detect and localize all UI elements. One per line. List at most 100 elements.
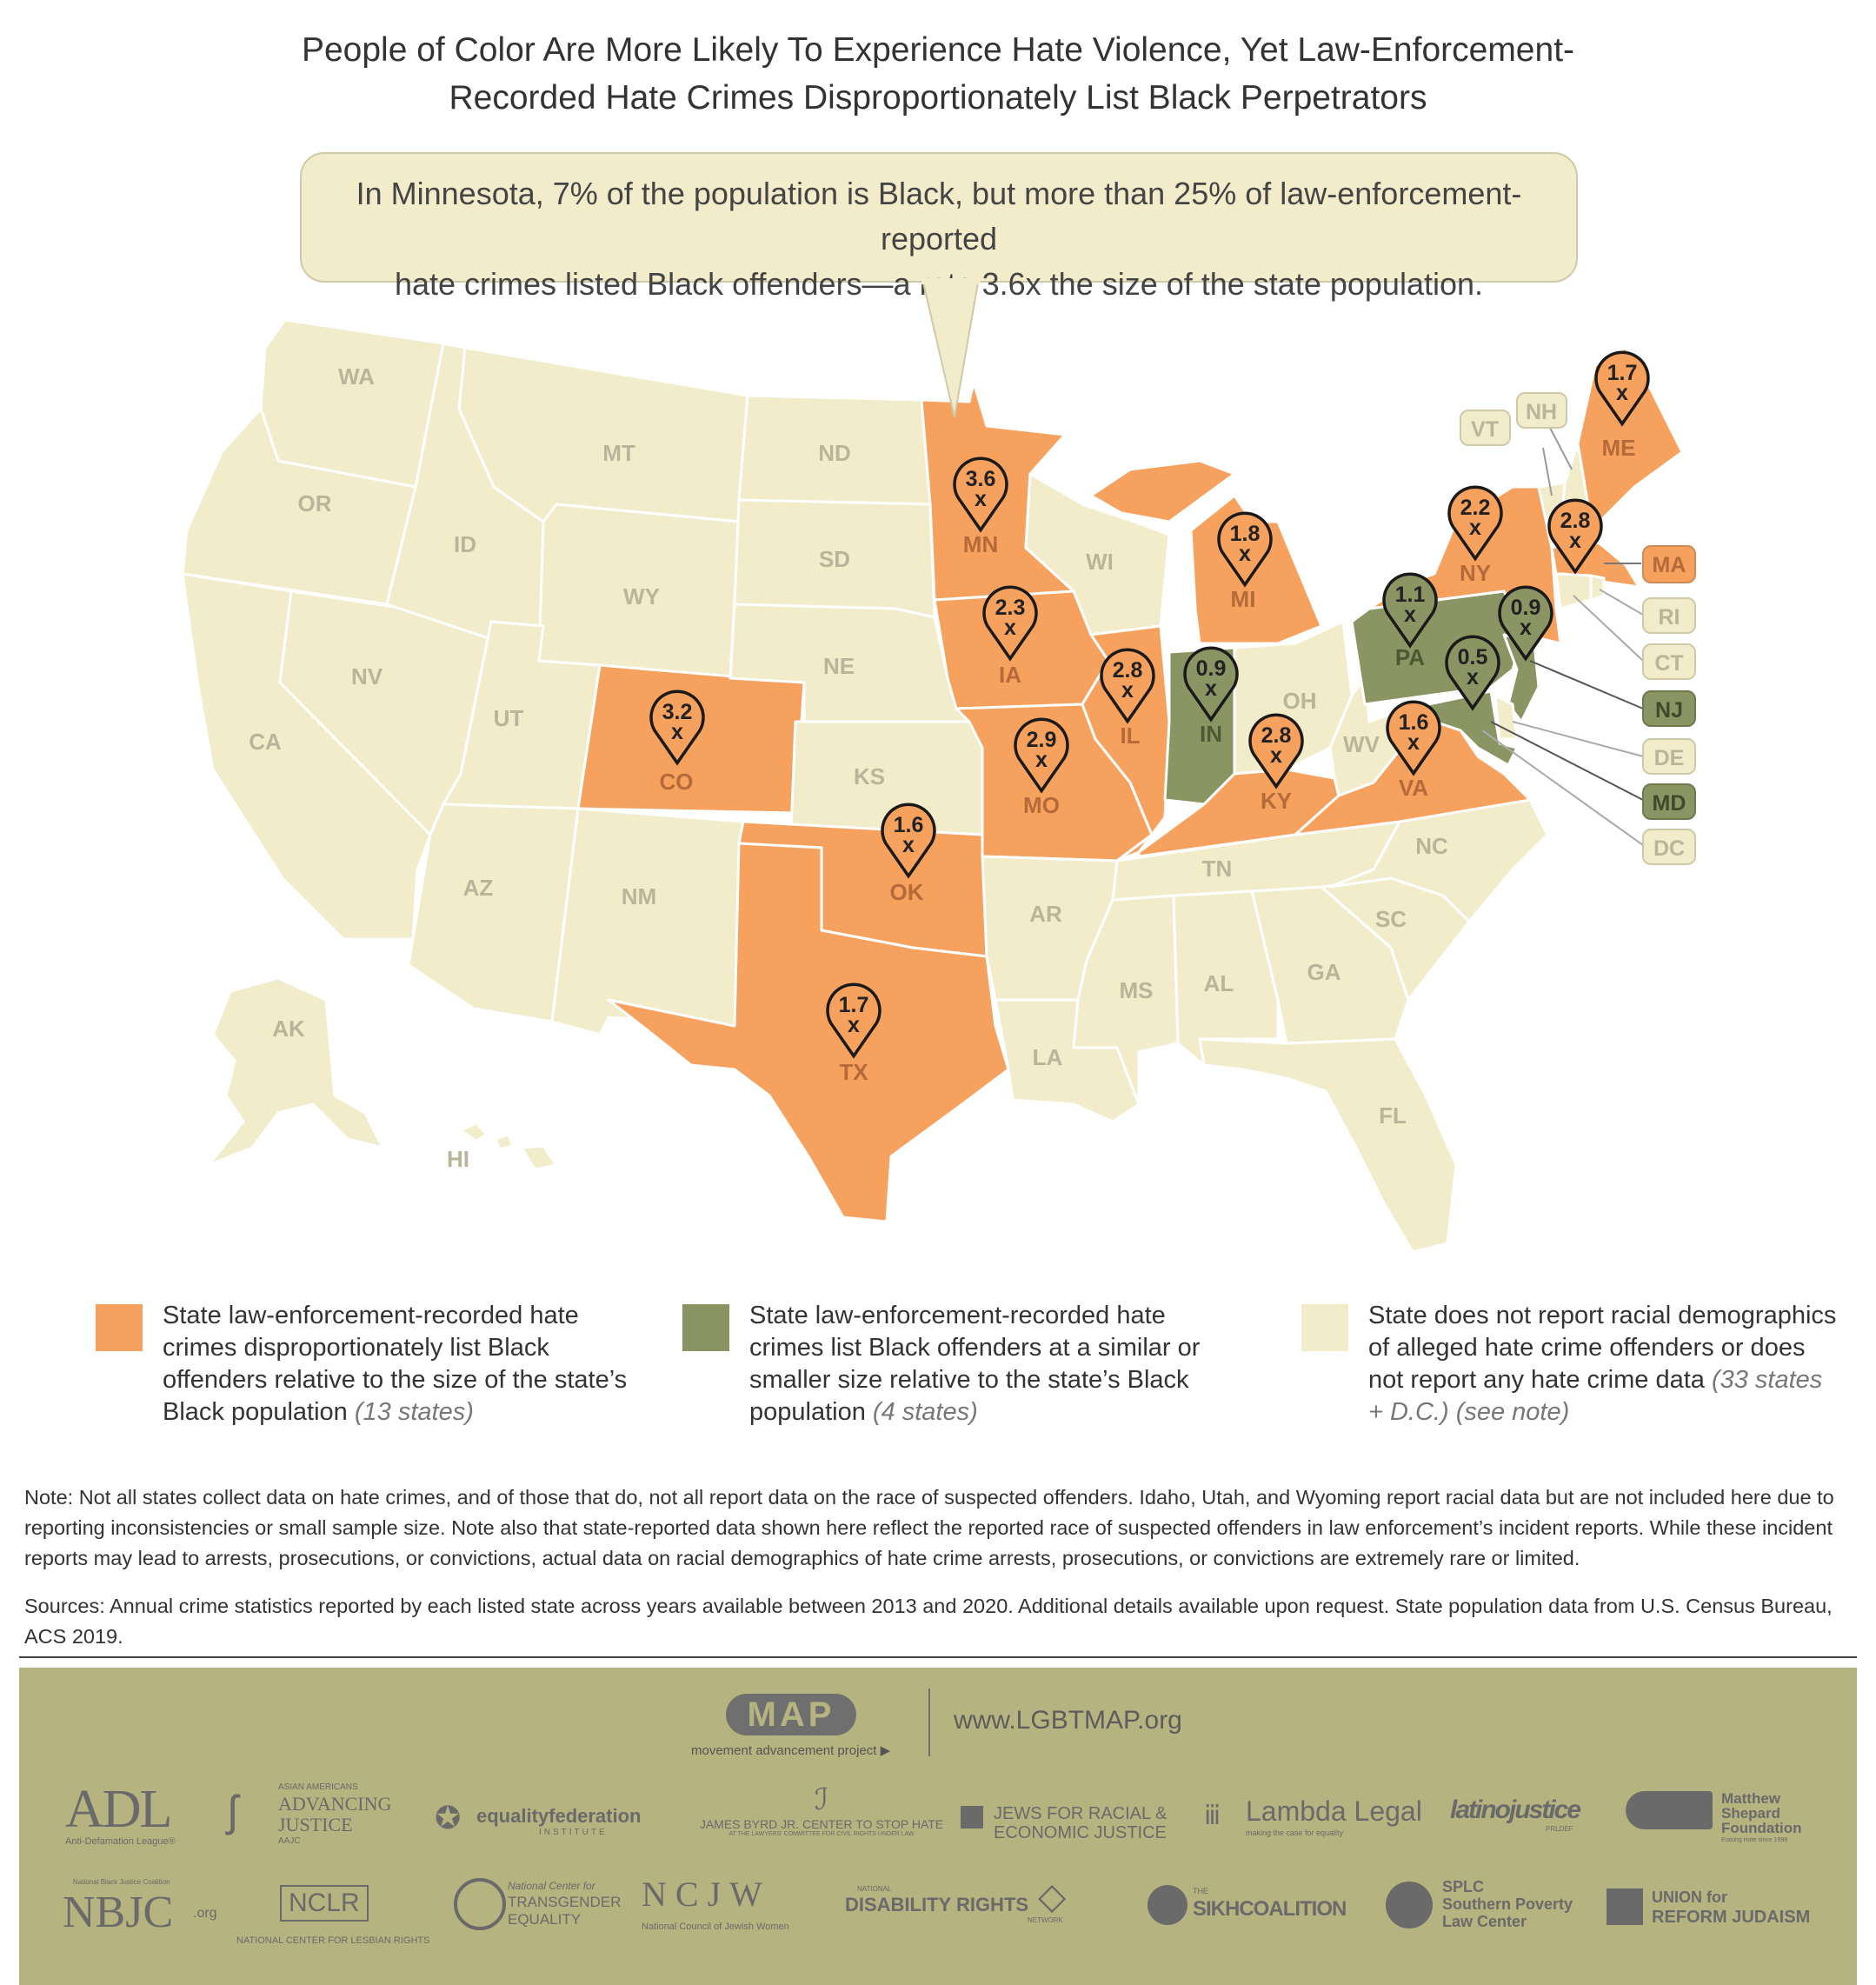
legend-count-3: (33 states + D.C.) (see note) <box>1368 1366 1823 1426</box>
box-ma: MA <box>1642 545 1696 583</box>
label-ak: AK <box>272 1016 305 1042</box>
pin-me: 1.7x <box>1594 350 1650 427</box>
pillars-icon: ⅲ <box>1204 1802 1221 1830</box>
pin-suffix-nj: x <box>1520 616 1532 640</box>
legend-label-2: State law-enforcement-recorded hate crim… <box>749 1302 1201 1426</box>
state-mi <box>1089 459 1323 645</box>
label-ky: KY <box>1261 788 1292 814</box>
pin-va: 1.6x <box>1386 700 1441 776</box>
pin-marker-me <box>1594 350 1650 427</box>
state-ak <box>207 976 384 1167</box>
legend-swatch-orange <box>96 1304 143 1351</box>
state-nm <box>550 807 745 1036</box>
james-byrd-center-logo: ℐ JAMES BYRD JR. CENTER TO STOP HATE AT … <box>678 1782 965 1837</box>
label-az: AZ <box>463 875 494 901</box>
sources-text: Sources: Annual crime statistics reporte… <box>24 1595 1833 1648</box>
pin-ny: 2.2x <box>1447 485 1503 562</box>
pin-value-pa: 1.1 <box>1395 583 1426 607</box>
pin-value-mo: 2.9 <box>1027 728 1057 752</box>
label-ia: IA <box>999 662 1021 688</box>
pin-marker-mn <box>953 456 1008 533</box>
legend-label-1: State law-enforcement-recorded hate crim… <box>163 1302 628 1426</box>
khanda-icon <box>1148 1885 1187 1925</box>
pin-value-nj: 0.9 <box>1511 596 1541 620</box>
label-mo: MO <box>1023 792 1060 818</box>
label-in: IN <box>1200 721 1222 747</box>
legend-text-3: State does not report racial demographic… <box>1368 1300 1838 1429</box>
pin-mo: 2.9x <box>1014 717 1069 794</box>
title-line-1: People of Color Are More Likely To Exper… <box>301 31 1575 69</box>
ncjw-logo: NCJW National Council of Jewish Women <box>642 1875 789 1932</box>
label-ms: MS <box>1120 977 1154 1003</box>
map-url-link[interactable]: www.LGBTMAP.org <box>954 1706 1182 1735</box>
label-ne: NE <box>823 653 855 679</box>
pin-co: 3.2x <box>649 689 705 766</box>
pin-marker-in <box>1183 646 1239 723</box>
footer <box>19 1668 1857 1985</box>
pin-nj: 0.9x <box>1498 585 1553 662</box>
state-hi <box>459 1122 558 1171</box>
legend-count-1: (13 states) <box>354 1398 474 1426</box>
latinojustice-logo: latinojustice PRLDEF <box>1450 1795 1581 1833</box>
legend-text-1: State law-enforcement-recorded hate crim… <box>163 1300 636 1429</box>
label-mn: MN <box>963 531 998 557</box>
svg-text:MD: MD <box>1653 791 1686 816</box>
label-mt: MT <box>602 440 635 466</box>
label-la: LA <box>1033 1044 1063 1070</box>
state-labels: WA OR CA NV ID MT WY UT AZ CO NM ND SD N… <box>249 363 1635 1172</box>
label-oh: OH <box>1283 688 1317 714</box>
pin-value-ma: 2.8 <box>1560 509 1591 533</box>
pin-ky: 2.8x <box>1248 713 1304 789</box>
pin-value-co: 3.2 <box>662 700 693 724</box>
jb-monogram-icon: ℐ <box>815 1784 828 1816</box>
svg-text:RI: RI <box>1659 605 1680 629</box>
northeast-boxes: VT NH MA RI CT NJ DE MD <box>1460 392 1696 865</box>
pin-suffix-ky: x <box>1270 743 1282 768</box>
svg-text:NH: NH <box>1526 400 1557 424</box>
pin-marker-ny <box>1447 485 1503 562</box>
pin-pa: 1.1x <box>1382 572 1438 649</box>
box-nh: NH <box>1516 392 1567 429</box>
pin-value-ok: 1.6 <box>894 813 924 837</box>
legend-item-no-report: State does not report racial demographic… <box>1301 1300 1840 1448</box>
pin-suffix-pa: x <box>1404 603 1416 627</box>
ncte-circle-icon <box>454 1878 506 1930</box>
label-ks: KS <box>854 763 885 789</box>
state-ri <box>1589 574 1606 602</box>
svg-text:CT: CT <box>1654 651 1683 676</box>
pin-suffix-il: x <box>1121 678 1134 703</box>
rate-pins: 3.2x3.6x2.3x2.9x2.8x1.8x0.9x2.8x1.6x1.7x… <box>649 350 1650 1059</box>
pin-value-mn: 3.6 <box>966 467 996 491</box>
pin-marker-pa <box>1382 572 1438 649</box>
box-de: DE <box>1642 738 1696 775</box>
label-wi: WI <box>1086 549 1114 575</box>
pin-tx: 1.7x <box>826 983 881 1059</box>
label-pa: PA <box>1395 644 1425 670</box>
label-ca: CA <box>249 729 282 755</box>
pin-ok: 1.6x <box>881 803 936 879</box>
pin-value-ia: 2.3 <box>995 596 1026 620</box>
pin-ia: 2.3x <box>982 585 1038 662</box>
footer-divider <box>19 1656 1857 1658</box>
us-map: WA OR CA NV ID MT WY UT AZ CO NM ND SD N… <box>181 278 1696 1254</box>
label-or: OR <box>298 490 332 516</box>
legend-count-2: (4 states) <box>872 1398 978 1426</box>
pin-md: 0.5x <box>1445 635 1500 711</box>
pin-marker-ma <box>1547 498 1603 575</box>
pin-il: 2.8x <box>1100 648 1155 724</box>
pin-marker-ky <box>1248 713 1304 789</box>
pin-mn: 3.6x <box>953 456 1008 533</box>
pin-in: 0.9x <box>1183 646 1239 723</box>
pin-suffix-ny: x <box>1469 516 1481 540</box>
pin-value-tx: 1.7 <box>839 993 869 1017</box>
page-title: People of Color Are More Likely To Exper… <box>0 26 1876 122</box>
label-ok: OK <box>890 879 924 905</box>
pin-value-md: 0.5 <box>1458 645 1488 669</box>
label-ut: UT <box>494 705 524 731</box>
pin-marker-mo <box>1014 717 1069 794</box>
pin-suffix-va: x <box>1407 730 1420 755</box>
label-wa: WA <box>338 363 375 390</box>
box-dc: DC <box>1642 829 1696 865</box>
pin-value-me: 1.7 <box>1607 361 1638 385</box>
pin-suffix-mi: x <box>1239 542 1251 566</box>
